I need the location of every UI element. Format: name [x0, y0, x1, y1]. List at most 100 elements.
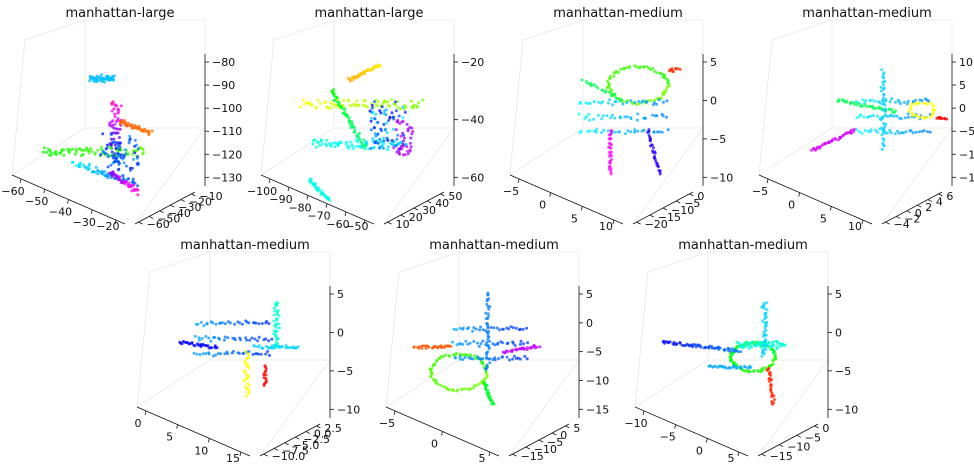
data-point [882, 93, 886, 97]
data-point [605, 114, 609, 118]
data-point [773, 398, 776, 401]
data-point [81, 148, 85, 152]
data-point [443, 353, 447, 357]
x-tick-label: 10 [848, 220, 862, 233]
data-point [665, 99, 669, 103]
y-tick-label: −50 [157, 212, 180, 225]
data-point [730, 347, 734, 351]
data-point [911, 131, 915, 135]
chart-panel: manhattan-medium 5 0 −5 −10 −10 −5 0 5 −15 −10 −5 0 [623, 232, 863, 465]
data-point [264, 369, 268, 373]
data-point [626, 115, 629, 119]
data-point [378, 64, 382, 68]
data-point [653, 158, 657, 162]
x-tick-mark [737, 451, 740, 457]
data-point [708, 364, 712, 368]
data-point [398, 147, 402, 150]
data-point [657, 98, 661, 102]
data-point [676, 67, 680, 71]
data-point [588, 118, 591, 122]
data-point [318, 144, 322, 148]
x-tick-label: 0 [696, 444, 703, 457]
data-point [216, 352, 220, 355]
data-point [523, 347, 527, 351]
data-point [577, 112, 581, 116]
data-point [859, 113, 863, 117]
data-point [774, 355, 778, 359]
data-point [518, 327, 522, 331]
data-point [223, 335, 227, 339]
y-tick-label: −5 [547, 436, 563, 449]
data-point [199, 345, 203, 349]
data-point [767, 377, 771, 381]
data-point [778, 345, 782, 349]
data-point [280, 345, 284, 349]
x-tick-label: 0 [135, 417, 142, 430]
data-point [471, 329, 475, 333]
grid-lines [260, 39, 455, 225]
data-point [869, 128, 873, 132]
y-tick-mark [148, 216, 154, 219]
data-point [246, 352, 250, 356]
y-tick-label: −10.0 [272, 450, 306, 463]
data-point [386, 148, 389, 152]
data-point [242, 379, 246, 383]
data-point [100, 73, 103, 77]
data-point [141, 147, 145, 151]
data-point [477, 382, 481, 386]
data-point [96, 169, 100, 173]
x-tick-label: −10 [624, 417, 647, 430]
data-point [493, 343, 497, 347]
data-point [74, 147, 78, 151]
data-point [472, 339, 476, 343]
data-point [386, 145, 390, 149]
data-point [130, 123, 134, 127]
y-tick-mark [316, 425, 321, 429]
data-point [917, 101, 921, 105]
y-tick-label: −10 [534, 443, 557, 456]
data-point [417, 346, 421, 350]
data-point [350, 143, 354, 147]
data-point [492, 326, 496, 330]
y-tick-label: 40 [435, 197, 449, 210]
data-point [275, 338, 279, 342]
data-point [839, 136, 843, 139]
data-point [756, 341, 760, 345]
data-point [398, 122, 402, 125]
y-tick-label: 0 [915, 207, 922, 220]
data-point [882, 87, 886, 91]
data-point [873, 99, 877, 103]
data-point [109, 137, 113, 141]
data-point [132, 183, 135, 187]
data-point [486, 312, 490, 316]
data-point [592, 100, 596, 104]
plot-area: 5 0 −5 −10 0 5 10 15 −10.0−7.5−5.0−2.50.02.5 [135, 251, 360, 465]
x-tick-label: −5 [752, 185, 768, 198]
data-point [609, 146, 613, 150]
data-point [244, 350, 247, 354]
x-tick-mark [306, 195, 309, 200]
data-point [373, 117, 377, 121]
data-point [110, 120, 113, 124]
data-point [515, 348, 519, 352]
chart-panel: manhattan-medium 5 0 −5 −10 0 5 10 15 −10.0 −7.5 −5… [125, 232, 365, 465]
data-point [239, 338, 243, 342]
data-point [523, 354, 527, 358]
chart-panel: manhattan-medium 5 0 −5 −10 −5 0 5 10 −20 −15 −10 −5… [498, 0, 738, 233]
data-point [356, 140, 360, 144]
z-tick-label: 5 [337, 288, 344, 301]
data-point [771, 343, 775, 347]
data-point [106, 165, 110, 169]
data-point [930, 113, 934, 117]
chart-panel: manhattan-large −20 −40 −60 −100 −90 −80 −70 −60… [247, 0, 489, 233]
data-point [192, 351, 196, 355]
data-point [355, 99, 359, 103]
data-point [112, 126, 116, 130]
data-point [744, 369, 747, 373]
y-tick-mark [413, 207, 419, 211]
data-point [118, 175, 122, 179]
data-point [223, 352, 227, 356]
y-tick-label: −30 [178, 201, 201, 214]
data-point [471, 357, 475, 361]
y-axis [757, 423, 819, 457]
